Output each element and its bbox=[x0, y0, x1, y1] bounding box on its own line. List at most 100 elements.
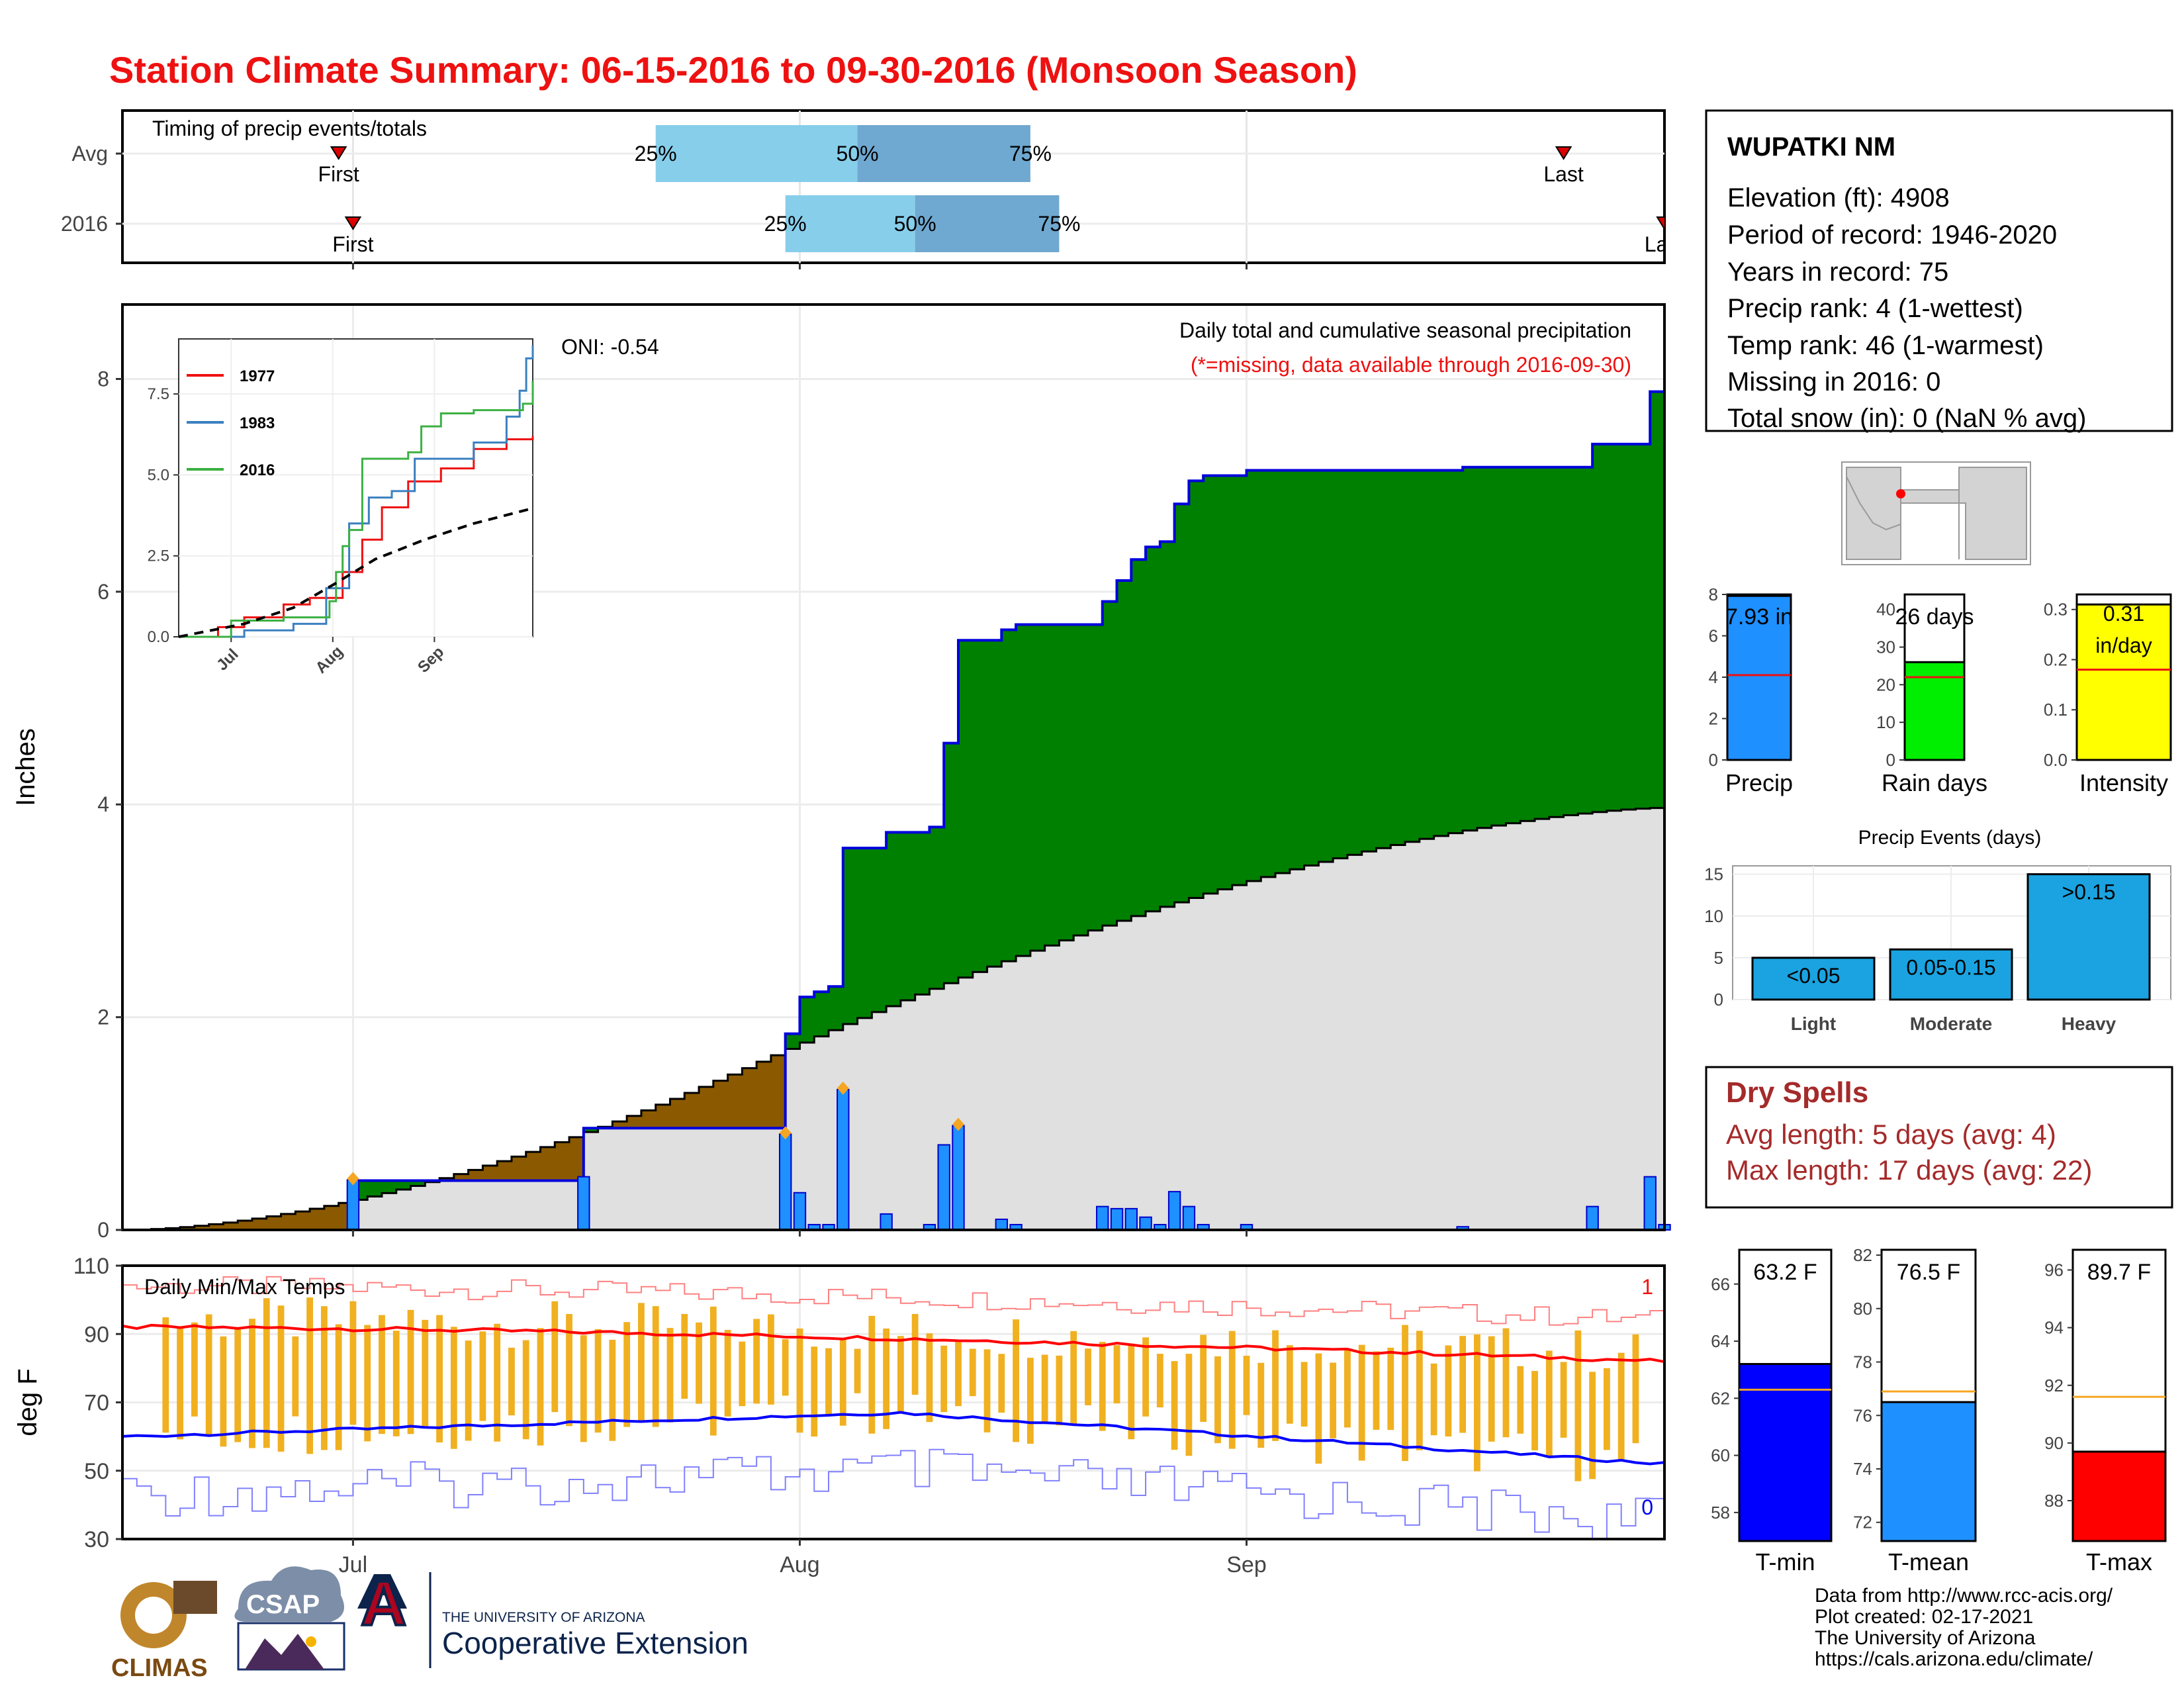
temps-daily-bar bbox=[277, 1305, 285, 1452]
temps-daily-bar bbox=[594, 1329, 602, 1433]
temps-daily-bar bbox=[696, 1322, 702, 1404]
rain-days-bar bbox=[1903, 661, 1966, 761]
rain-days-y-tick-label: 30 bbox=[1876, 637, 1895, 657]
temps-daily-bar bbox=[191, 1322, 198, 1417]
inset-legend-label: 1977 bbox=[240, 367, 275, 385]
temps-daily-bar bbox=[1430, 1363, 1437, 1436]
temp-mean-y-tick-label: 82 bbox=[1853, 1245, 1872, 1265]
precip-total-y-tick-label: 8 bbox=[1709, 585, 1718, 604]
station-line: Years in record: 75 bbox=[1727, 258, 1948, 287]
temps-daily-bar bbox=[1517, 1366, 1524, 1434]
temps-y-tick-label: 110 bbox=[73, 1254, 109, 1279]
precip-daily-bar bbox=[1124, 1207, 1138, 1231]
temps-daily-bar bbox=[1632, 1334, 1639, 1444]
precip-total-y-tick-label: 4 bbox=[1709, 667, 1718, 687]
temps-daily-bar bbox=[1315, 1353, 1322, 1464]
station-line: Missing in 2016: 0 bbox=[1727, 367, 1940, 397]
temps-y-tick-label: 90 bbox=[84, 1322, 109, 1347]
precip-daily-bar bbox=[1096, 1205, 1109, 1231]
temps-x-tick-label: Jul bbox=[339, 1552, 367, 1577]
temps-daily-bar bbox=[854, 1348, 861, 1393]
summary-bars-panel: 0 2 4 6 8 7.93 in Precip 0 10 20 30 40 26 days Rain d… bbox=[1709, 585, 2172, 796]
timing-q25-label: 25% bbox=[764, 212, 807, 236]
timing-panel: Timing of precip events/totals Avg 25% 50% 7… bbox=[61, 109, 1666, 269]
temp-mean-bar bbox=[1880, 1401, 1977, 1542]
temps-daily-bar bbox=[1373, 1351, 1380, 1430]
csap-logo-text: CSAP bbox=[246, 1590, 320, 1619]
temps-daily-bar bbox=[609, 1339, 616, 1441]
precip-y-tick-label: 4 bbox=[97, 792, 109, 816]
temps-daily-bar bbox=[263, 1298, 270, 1448]
timing-first-label: First bbox=[332, 232, 373, 256]
credit-line: https://cals.arizona.edu/climate/ bbox=[1815, 1648, 2093, 1670]
inset-legend-label: 1983 bbox=[240, 414, 275, 432]
intensity-category-label: Intensity bbox=[2079, 769, 2168, 796]
inset-series-1983 bbox=[179, 345, 534, 638]
events-y-tick-label: 0 bbox=[1714, 990, 1723, 1009]
temps-daily-bar bbox=[969, 1348, 976, 1397]
temps-daily-bar bbox=[811, 1346, 818, 1437]
temps-daily-bar bbox=[926, 1333, 933, 1423]
intensity-bar bbox=[2075, 603, 2172, 761]
precip-total-y-tick-label: 0 bbox=[1709, 750, 1718, 770]
precip-panel: 0 2 4 6 8 Inches Daily total and cumulative se… bbox=[11, 303, 1671, 1242]
temps-avg-min-line bbox=[122, 1411, 1665, 1466]
events-category-label: Moderate bbox=[1910, 1013, 1992, 1034]
dry-spells-title: Dry Spells bbox=[1726, 1076, 1868, 1109]
precip-subtitle: (*=missing, data available through 2016-… bbox=[1191, 353, 1631, 377]
credit-line: Data from http://www.rcc-acis.org/ bbox=[1815, 1585, 2113, 1607]
temps-daily-bar bbox=[940, 1345, 948, 1413]
temps-record-high-line bbox=[122, 1276, 1665, 1327]
temps-daily-bar bbox=[249, 1319, 255, 1448]
temps-daily-bar bbox=[1459, 1336, 1467, 1433]
station-line: Temp rank: 46 (1-warmest) bbox=[1727, 331, 2044, 360]
temps-daily-bar bbox=[320, 1306, 328, 1450]
events-category-label: Light bbox=[1791, 1013, 1836, 1034]
temps-daily-bar bbox=[1128, 1343, 1135, 1440]
temps-daily-bar bbox=[1488, 1336, 1495, 1442]
rain-days-value-label: 26 days bbox=[1895, 604, 1974, 630]
temps-y-tick-label: 50 bbox=[84, 1459, 109, 1484]
temps-daily-bar bbox=[1113, 1345, 1120, 1404]
temp-mean-y-tick-label: 72 bbox=[1853, 1513, 1872, 1532]
timing-row-label: 2016 bbox=[61, 212, 108, 236]
temp-max-y-tick-label: 92 bbox=[2044, 1376, 2064, 1395]
credit-line: Plot created: 02-17-2021 bbox=[1815, 1606, 2033, 1628]
temps-daily-bar bbox=[494, 1323, 501, 1442]
temps-record-low-line bbox=[122, 1448, 1665, 1540]
precip-y-axis-label: Inches bbox=[11, 728, 40, 806]
temps-daily-bar bbox=[868, 1315, 876, 1434]
temps-daily-bar bbox=[422, 1319, 429, 1427]
precip-y-tick-label: 0 bbox=[97, 1218, 109, 1242]
temps-daily-bar bbox=[1056, 1355, 1063, 1426]
temps-daily-bar bbox=[450, 1327, 457, 1449]
temp-mean-y-tick-label: 74 bbox=[1853, 1459, 1872, 1479]
inset-y-tick-label: 5.0 bbox=[148, 466, 169, 484]
temps-daily-bar bbox=[379, 1315, 385, 1434]
temp-max-category-label: T-max bbox=[2086, 1548, 2152, 1575]
events-bar-label: >0.15 bbox=[2062, 880, 2116, 904]
temps-daily-bar bbox=[508, 1347, 515, 1416]
temps-daily-bar bbox=[839, 1339, 846, 1426]
temps-daily-bar bbox=[782, 1339, 789, 1396]
temps-daily-bar bbox=[883, 1328, 890, 1429]
temp-min-value-label: 63.2 F bbox=[1753, 1260, 1817, 1285]
temps-daily-bar bbox=[1402, 1325, 1408, 1462]
temps-record-high-label: 1 bbox=[1641, 1275, 1653, 1299]
temps-daily-bar bbox=[739, 1341, 746, 1407]
temp-max-y-tick-label: 88 bbox=[2044, 1491, 2064, 1511]
temps-daily-bar bbox=[220, 1336, 227, 1447]
rain-days-category-label: Rain days bbox=[1882, 769, 1987, 796]
precip-total-value-label: 7.93 in bbox=[1725, 604, 1793, 630]
precip-daily-bar bbox=[577, 1176, 590, 1231]
temps-daily-bar bbox=[1200, 1335, 1207, 1422]
temps-daily-bar bbox=[479, 1331, 486, 1421]
precip-normal-area bbox=[122, 808, 1664, 1230]
precip-y-tick-label: 2 bbox=[97, 1006, 109, 1029]
temps-daily-bar bbox=[1445, 1345, 1452, 1437]
temps-daily-bar bbox=[681, 1313, 688, 1399]
precip-surplus-area bbox=[122, 386, 1664, 1231]
temps-daily-bar bbox=[652, 1306, 659, 1427]
